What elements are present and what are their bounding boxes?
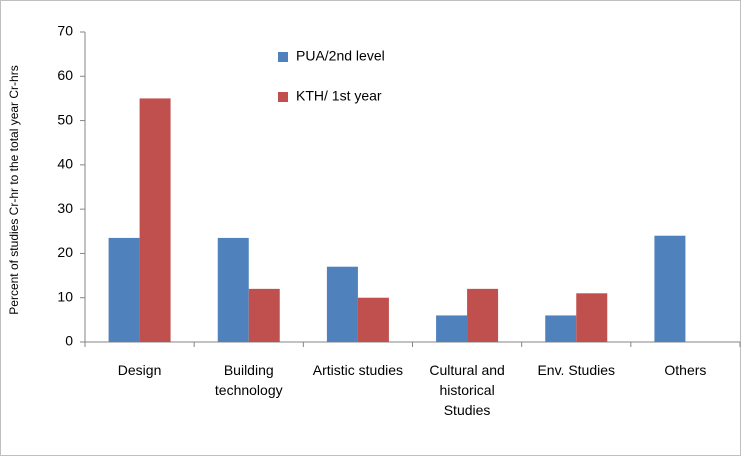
x-tick-label: Others xyxy=(664,362,707,378)
legend-swatch xyxy=(278,92,288,102)
y-axis-label: Percent of studies Cr-hr to the total ye… xyxy=(7,65,21,314)
bar xyxy=(654,235,686,342)
y-tick-label: 50 xyxy=(57,111,73,127)
y-tick-label: 70 xyxy=(57,23,73,39)
bar xyxy=(467,288,499,342)
bar xyxy=(108,237,140,342)
bar xyxy=(248,288,280,342)
bar xyxy=(326,266,358,342)
legend-label: PUA/2nd level xyxy=(296,48,385,64)
y-tick-label: 40 xyxy=(57,156,73,172)
legend-label: KTH/ 1st year xyxy=(296,88,382,104)
x-tick-label: Artistic studies xyxy=(312,362,404,378)
x-tick-label: Building technology xyxy=(214,362,283,398)
bar xyxy=(436,315,468,342)
x-tick-label: Env. Studies xyxy=(537,362,616,378)
bar xyxy=(139,98,171,342)
y-tick-label: 30 xyxy=(57,200,73,216)
x-tick-label: Cultural and historical Studies xyxy=(429,362,505,418)
y-tick-label: 0 xyxy=(65,333,73,349)
bar xyxy=(217,237,249,342)
bar xyxy=(357,297,389,342)
y-tick-label: 20 xyxy=(57,244,73,260)
bar xyxy=(545,315,577,342)
x-tick-label: Design xyxy=(117,362,162,378)
y-tick-label: 60 xyxy=(57,67,73,83)
legend-swatch xyxy=(278,52,288,62)
y-tick-label: 10 xyxy=(57,288,73,304)
bar xyxy=(576,293,608,342)
